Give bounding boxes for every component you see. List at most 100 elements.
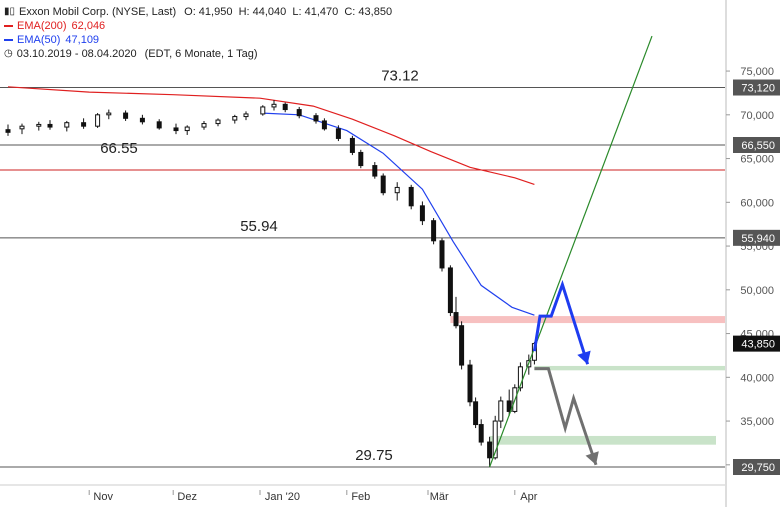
candle-body (19, 125, 25, 130)
candle-body (380, 175, 386, 194)
ema50-line (262, 112, 535, 316)
candle-body (372, 165, 378, 177)
candle-body (296, 109, 302, 117)
legend-title-row: ▮▯ Exxon Mobil Corp. (NYSE, Last) O: 41,… (4, 5, 392, 19)
grid-layer (0, 484, 725, 495)
candle-body (47, 123, 53, 128)
ema-layer (7, 86, 535, 316)
ohlc-readout: O: 41,950 H: 44,040 L: 41,470 C: 43,850 (184, 6, 393, 18)
x-tick-label: Jan '20 (265, 491, 300, 503)
candle-body (81, 122, 87, 127)
y-tick-label: 70,000 (740, 110, 774, 122)
legend-ema50[interactable]: EMA(50) 47,109 (4, 33, 392, 47)
ema200-label: EMA(200) (17, 20, 67, 32)
date-range: 03.10.2019 - 08.04.2020 (16, 48, 137, 60)
legend-range-row: ◷ 03.10.2019 - 08.04.2020 (EDT, 6 Monate… (4, 47, 392, 61)
candle-body (139, 117, 145, 123)
candle-layer (5, 99, 537, 467)
level-price-label: 73,120 (741, 83, 775, 95)
trendline (489, 35, 653, 468)
legend-ema200[interactable]: EMA(200) 62,046 (4, 19, 392, 33)
candle-body (313, 115, 319, 122)
x-tick-label: Mär (430, 491, 449, 503)
candle-body (184, 126, 190, 132)
candle-body (335, 128, 341, 139)
candle-body (173, 127, 179, 132)
ema200-line (7, 86, 535, 185)
candle-body (5, 129, 11, 133)
candle-body (453, 312, 459, 327)
level-price-label: 29,750 (741, 462, 775, 474)
support-zone (534, 365, 725, 371)
blue-projection-arrow-path (532, 279, 590, 365)
candle-body (260, 106, 266, 115)
ema50-swatch (4, 39, 13, 41)
x-tick-label: Nov (93, 491, 113, 503)
candle-body (282, 103, 288, 111)
candle-body (36, 123, 42, 127)
y-tick-label: 60,000 (740, 197, 774, 209)
candle-body (492, 420, 498, 459)
candle-body (487, 441, 493, 459)
candlestick-icon: ▮▯ (4, 6, 16, 17)
candle-body (394, 186, 400, 194)
y-tick-label: 50,000 (740, 285, 774, 297)
candle-body (517, 366, 523, 389)
level-label: 66.55 (100, 140, 138, 157)
level-layer: 73.12 66.55 55.94 29.75 (0, 68, 725, 468)
axis-layer: Nov Dez Jan '20 Feb Mär Apr 75,000 70,000 65,000… (93, 0, 780, 507)
grey-projection-arrow-head (585, 451, 599, 465)
candle-body (95, 114, 101, 127)
candle-body (408, 186, 414, 207)
candle-body (156, 121, 162, 129)
candle-body (478, 424, 484, 443)
candle-body (232, 116, 238, 121)
y-tick-label: 40,000 (740, 372, 774, 384)
candle-body (64, 122, 70, 128)
candle-body (201, 123, 207, 128)
x-tick-label: Dez (177, 491, 197, 503)
last-price-label: 43,850 (741, 339, 775, 351)
overlay-layer (489, 35, 653, 468)
candle-body (215, 119, 221, 125)
ema200-value: 62,046 (71, 20, 106, 32)
period-info: (EDT, 6 Monate, 1 Tag) (144, 48, 258, 60)
x-tick-label: Apr (520, 491, 537, 503)
ema50-label: EMA(50) (17, 34, 61, 46)
level-price-box (733, 229, 780, 246)
ema200-swatch (4, 25, 13, 27)
candle-body (123, 112, 129, 119)
candle-body (439, 240, 445, 269)
blue-projection-arrow-head (577, 350, 591, 365)
candle-body (498, 400, 504, 422)
x-tick-label: Feb (351, 491, 370, 503)
candle-body (321, 120, 327, 130)
candle-body (459, 325, 465, 366)
candle-body (243, 113, 249, 118)
clock-icon: ◷ (4, 48, 13, 59)
candle-body (358, 151, 364, 167)
candle-body (271, 103, 277, 108)
candle-body (419, 205, 425, 222)
support-zone (489, 435, 716, 445)
level-price-box (733, 459, 780, 475)
y-tick-label: 65,000 (740, 154, 774, 166)
y-tick-label: 75,000 (740, 66, 774, 78)
last-price-box (733, 335, 780, 352)
ema50-value: 47,109 (65, 34, 100, 46)
candle-body (473, 401, 479, 426)
grey-projection-arrow-path (534, 367, 598, 466)
y-tick-label: 35,000 (740, 416, 774, 428)
candle-body (349, 137, 355, 153)
instrument-title: Exxon Mobil Corp. (NYSE, Last) (19, 6, 177, 18)
resistance-zone (450, 316, 725, 324)
level-price-box (733, 137, 780, 153)
level-price-label: 55,940 (741, 233, 775, 245)
candle-body (431, 220, 437, 242)
candle-body (467, 364, 473, 403)
candle-body (447, 267, 453, 314)
level-label: 55.94 (240, 218, 278, 235)
level-label: 29.75 (355, 447, 393, 464)
level-price-box (733, 79, 780, 96)
